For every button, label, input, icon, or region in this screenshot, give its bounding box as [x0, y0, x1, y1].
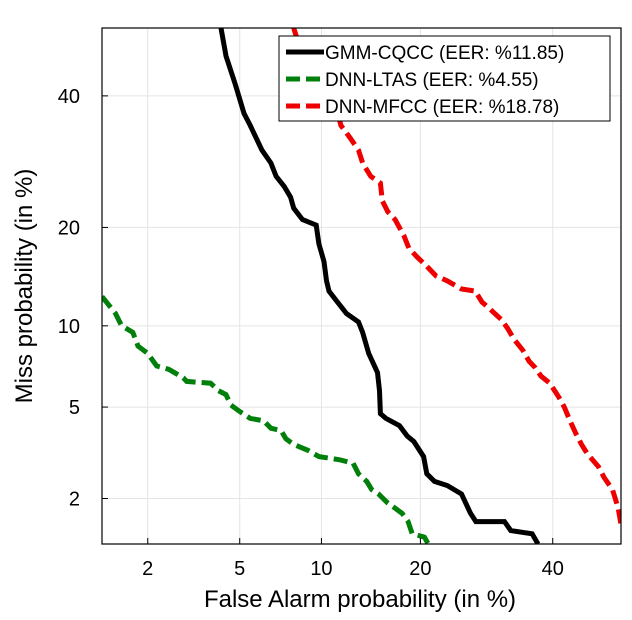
- x-tick-label: 5: [234, 558, 245, 580]
- y-axis-label: Miss probability (in %): [11, 169, 38, 404]
- x-tick-label: 2: [142, 558, 153, 580]
- x-tick-label: 10: [310, 558, 332, 580]
- x-axis-label: False Alarm probability (in %): [204, 586, 516, 613]
- legend: GMM-CQCC (EER: %11.85) DNN-LTAS (EER: %4.…: [278, 35, 611, 122]
- y-tick-label: 40: [58, 86, 80, 108]
- series-layer: [102, 28, 621, 544]
- legend-entry: GMM-CQCC (EER: %11.85): [325, 43, 564, 64]
- series-line-0: [218, 28, 541, 544]
- legend-entry: DNN-MFCC (EER: %18.78): [325, 97, 559, 118]
- x-tick-label: 20: [409, 558, 431, 580]
- series-line-1: [102, 294, 431, 544]
- y-tick-label: 5: [69, 397, 80, 419]
- legend-box: [278, 35, 611, 122]
- y-tick-label: 10: [58, 316, 80, 338]
- y-axis-ticks: 2 5 10 20 40: [58, 86, 108, 511]
- y-tick-label: 2: [69, 489, 80, 511]
- plot-frame: [101, 27, 622, 545]
- x-tick-label: 40: [542, 558, 564, 580]
- x-axis-ticks: 2 5 10 20 40: [142, 538, 564, 580]
- legend-entry: DNN-LTAS (EER: %4.55): [325, 70, 539, 91]
- series-line-2: [291, 28, 621, 525]
- y-tick-label: 20: [58, 217, 80, 239]
